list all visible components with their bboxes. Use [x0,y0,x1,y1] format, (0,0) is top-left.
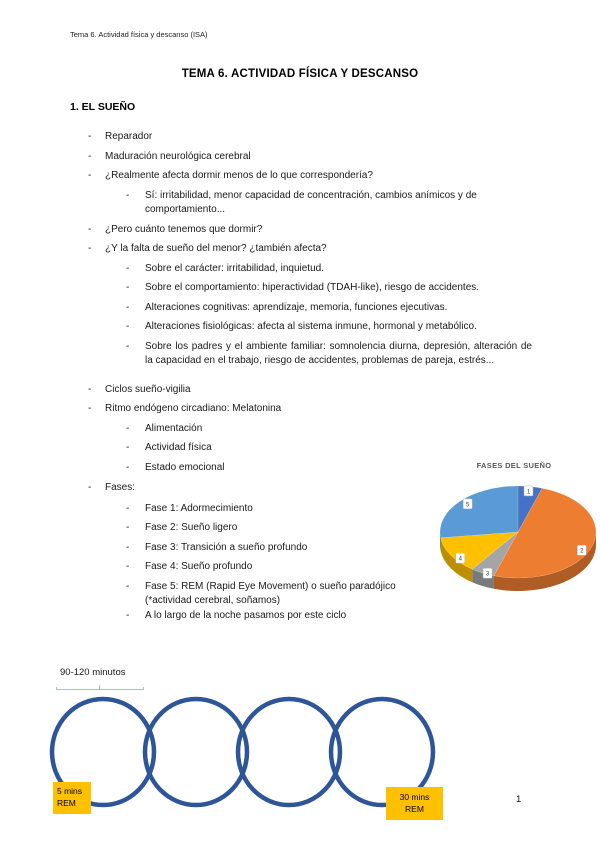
list-item-text: Alimentación [145,422,203,434]
list-item-text: Alteraciones cognitivas: aprendizaje, me… [145,301,448,313]
bullet-dash: - [88,243,92,254]
list-item: - Ritmo endógeno circadiano: Melatonina [70,402,532,417]
list-item-text: Fase 2: Sueño ligero [145,522,238,533]
sleep-cycles-diagram [49,696,436,808]
list-item: - Fases: [70,481,532,496]
list-item: - Alimentación [70,422,532,437]
list-item: - Sobre el comportamiento: hiperactividad… [70,281,532,296]
bullet-dash: - [126,609,130,621]
list-item: - Estado emocional [70,461,532,476]
list-item: - Sobre el carácter: irritabilidad, inqui… [70,262,532,277]
bullet-dash: - [126,522,130,533]
list-item-text: Fase 5: REM (Rapid Eye Movement) o sueño… [145,580,396,607]
list-item: - Fase 4: Sueño profundo [70,560,532,575]
list-item-text: Maduración neurológica cerebral [105,150,251,162]
bullet-dash: - [88,223,92,235]
list-item: - Fase 3: Transición a sueño profundo [70,541,532,556]
sleep-phases-chart: FASES DEL SUEÑO 1 2 3 4 5 [428,461,600,606]
list-item-text: ¿Pero cuánto tenemos que dormir? [105,223,263,235]
list-item-text: Ciclos sueño-vigilia [105,383,191,395]
list-item-text: ¿Realmente afecta dormir menos de lo que… [105,170,373,181]
bullet-dash: - [126,422,130,434]
bullet-dash: - [88,170,92,181]
sleep-cycle-circle [49,696,157,808]
list-item-text: ¿Y la falta de sueño del menor? ¿también… [105,243,327,254]
list-item-text: Alteraciones fisiológicas: afecta al sis… [145,321,477,332]
bullet-dash: - [126,580,130,592]
page-header: Tema 6. Actividad física y descanso (ISA… [70,30,208,39]
section-heading: 1. EL SUEÑO [70,101,136,113]
svg-text:2: 2 [580,549,584,555]
bullet-list: - Reparador - Maduración neurológica cerebr… [70,130,532,628]
rem-start-label: 5 mins REM [53,782,91,814]
list-item-text: Reparador [105,131,153,142]
list-item-text: Sobre el comportamiento: hiperactividad … [145,282,480,293]
list-item: - Sí: irritabilidad, menor capacidad de c… [70,189,532,218]
list-item: - Sobre los padres y el ambiente familiar… [70,340,532,369]
list-item: - ¿Pero cuánto tenemos que dormir? [70,223,532,238]
bullet-dash: - [126,321,130,332]
svg-text:5: 5 [466,502,470,508]
list-item: - A lo largo de la noche pasamos por este… [70,609,532,624]
bullet-dash: - [88,383,92,395]
svg-text:3: 3 [486,572,490,578]
sleep-cycle-circle [328,696,436,808]
bullet-dash: - [88,403,92,414]
bullet-dash: - [126,442,130,453]
sleep-cycle-circle [142,696,250,808]
list-item: - Fase 1: Adormecimiento [70,502,532,517]
list-item: - Alteraciones fisiológicas: afecta al si… [70,320,532,335]
list-item-text: Sobre los padres y el ambiente familiar:… [145,340,532,367]
list-item: - Maduración neurológica cerebral [70,150,532,165]
bullet-dash: - [126,561,130,572]
list-item-text: Estado emocional [145,461,225,473]
list-item-text: Fases: [105,482,136,493]
bullet-dash: - [126,541,130,553]
svg-text:4: 4 [459,557,463,563]
page-number: 1 [516,794,522,805]
cycle-duration-label: 90-120 minutos [60,667,126,678]
list-item-text: Actividad física [145,442,212,453]
list-item: - Reparador [70,130,532,145]
bullet-dash: - [126,461,130,473]
list-item: - Fase 5: REM (Rapid Eye Movement) o sueñ… [70,580,425,609]
sleep-cycle-circle [235,696,343,808]
rem-end-label: 30 mins REM [386,787,443,820]
list-item-text: Fase 3: Transición a sueño profundo [145,541,308,553]
list-item-text: Fase 1: Adormecimiento [145,502,253,514]
list-item-text: Fase 4: Sueño profundo [145,561,253,572]
bullet-dash: - [88,131,92,142]
list-item: - Actividad física [70,441,532,456]
bullet-dash: - [126,189,130,201]
duration-bracket [56,684,144,690]
bullet-dash: - [126,340,130,352]
list-item-text: A lo largo de la noche pasamos por este … [145,609,347,621]
chart-title: FASES DEL SUEÑO [476,461,552,470]
pie-chart: 1 2 3 4 5 [439,485,597,591]
bullet-dash: - [126,262,130,274]
list-item: - Alteraciones cognitivas: aprendizaje, m… [70,301,532,316]
bullet-dash: - [88,482,92,493]
list-item-text: Sobre el carácter: irritabilidad, inquie… [145,262,324,274]
bullet-dash: - [126,301,130,313]
bullet-dash: - [126,502,130,514]
list-item: - ¿Y la falta de sueño del menor? ¿tambié… [70,242,532,257]
list-item: - Fase 2: Sueño ligero [70,521,532,536]
page-title: TEMA 6. ACTIVIDAD FÍSICA Y DESCANSO [181,68,419,80]
list-item: - Ciclos sueño-vigilia [70,383,532,398]
list-item-text: Sí: irritabilidad, menor capacidad de co… [145,189,477,216]
bullet-dash: - [126,282,130,293]
list-item: - ¿Realmente afecta dormir menos de lo qu… [70,169,532,184]
svg-text:1: 1 [527,489,531,495]
bullet-dash: - [88,150,92,162]
list-item-text: Ritmo endógeno circadiano: Melatonina [105,403,282,414]
